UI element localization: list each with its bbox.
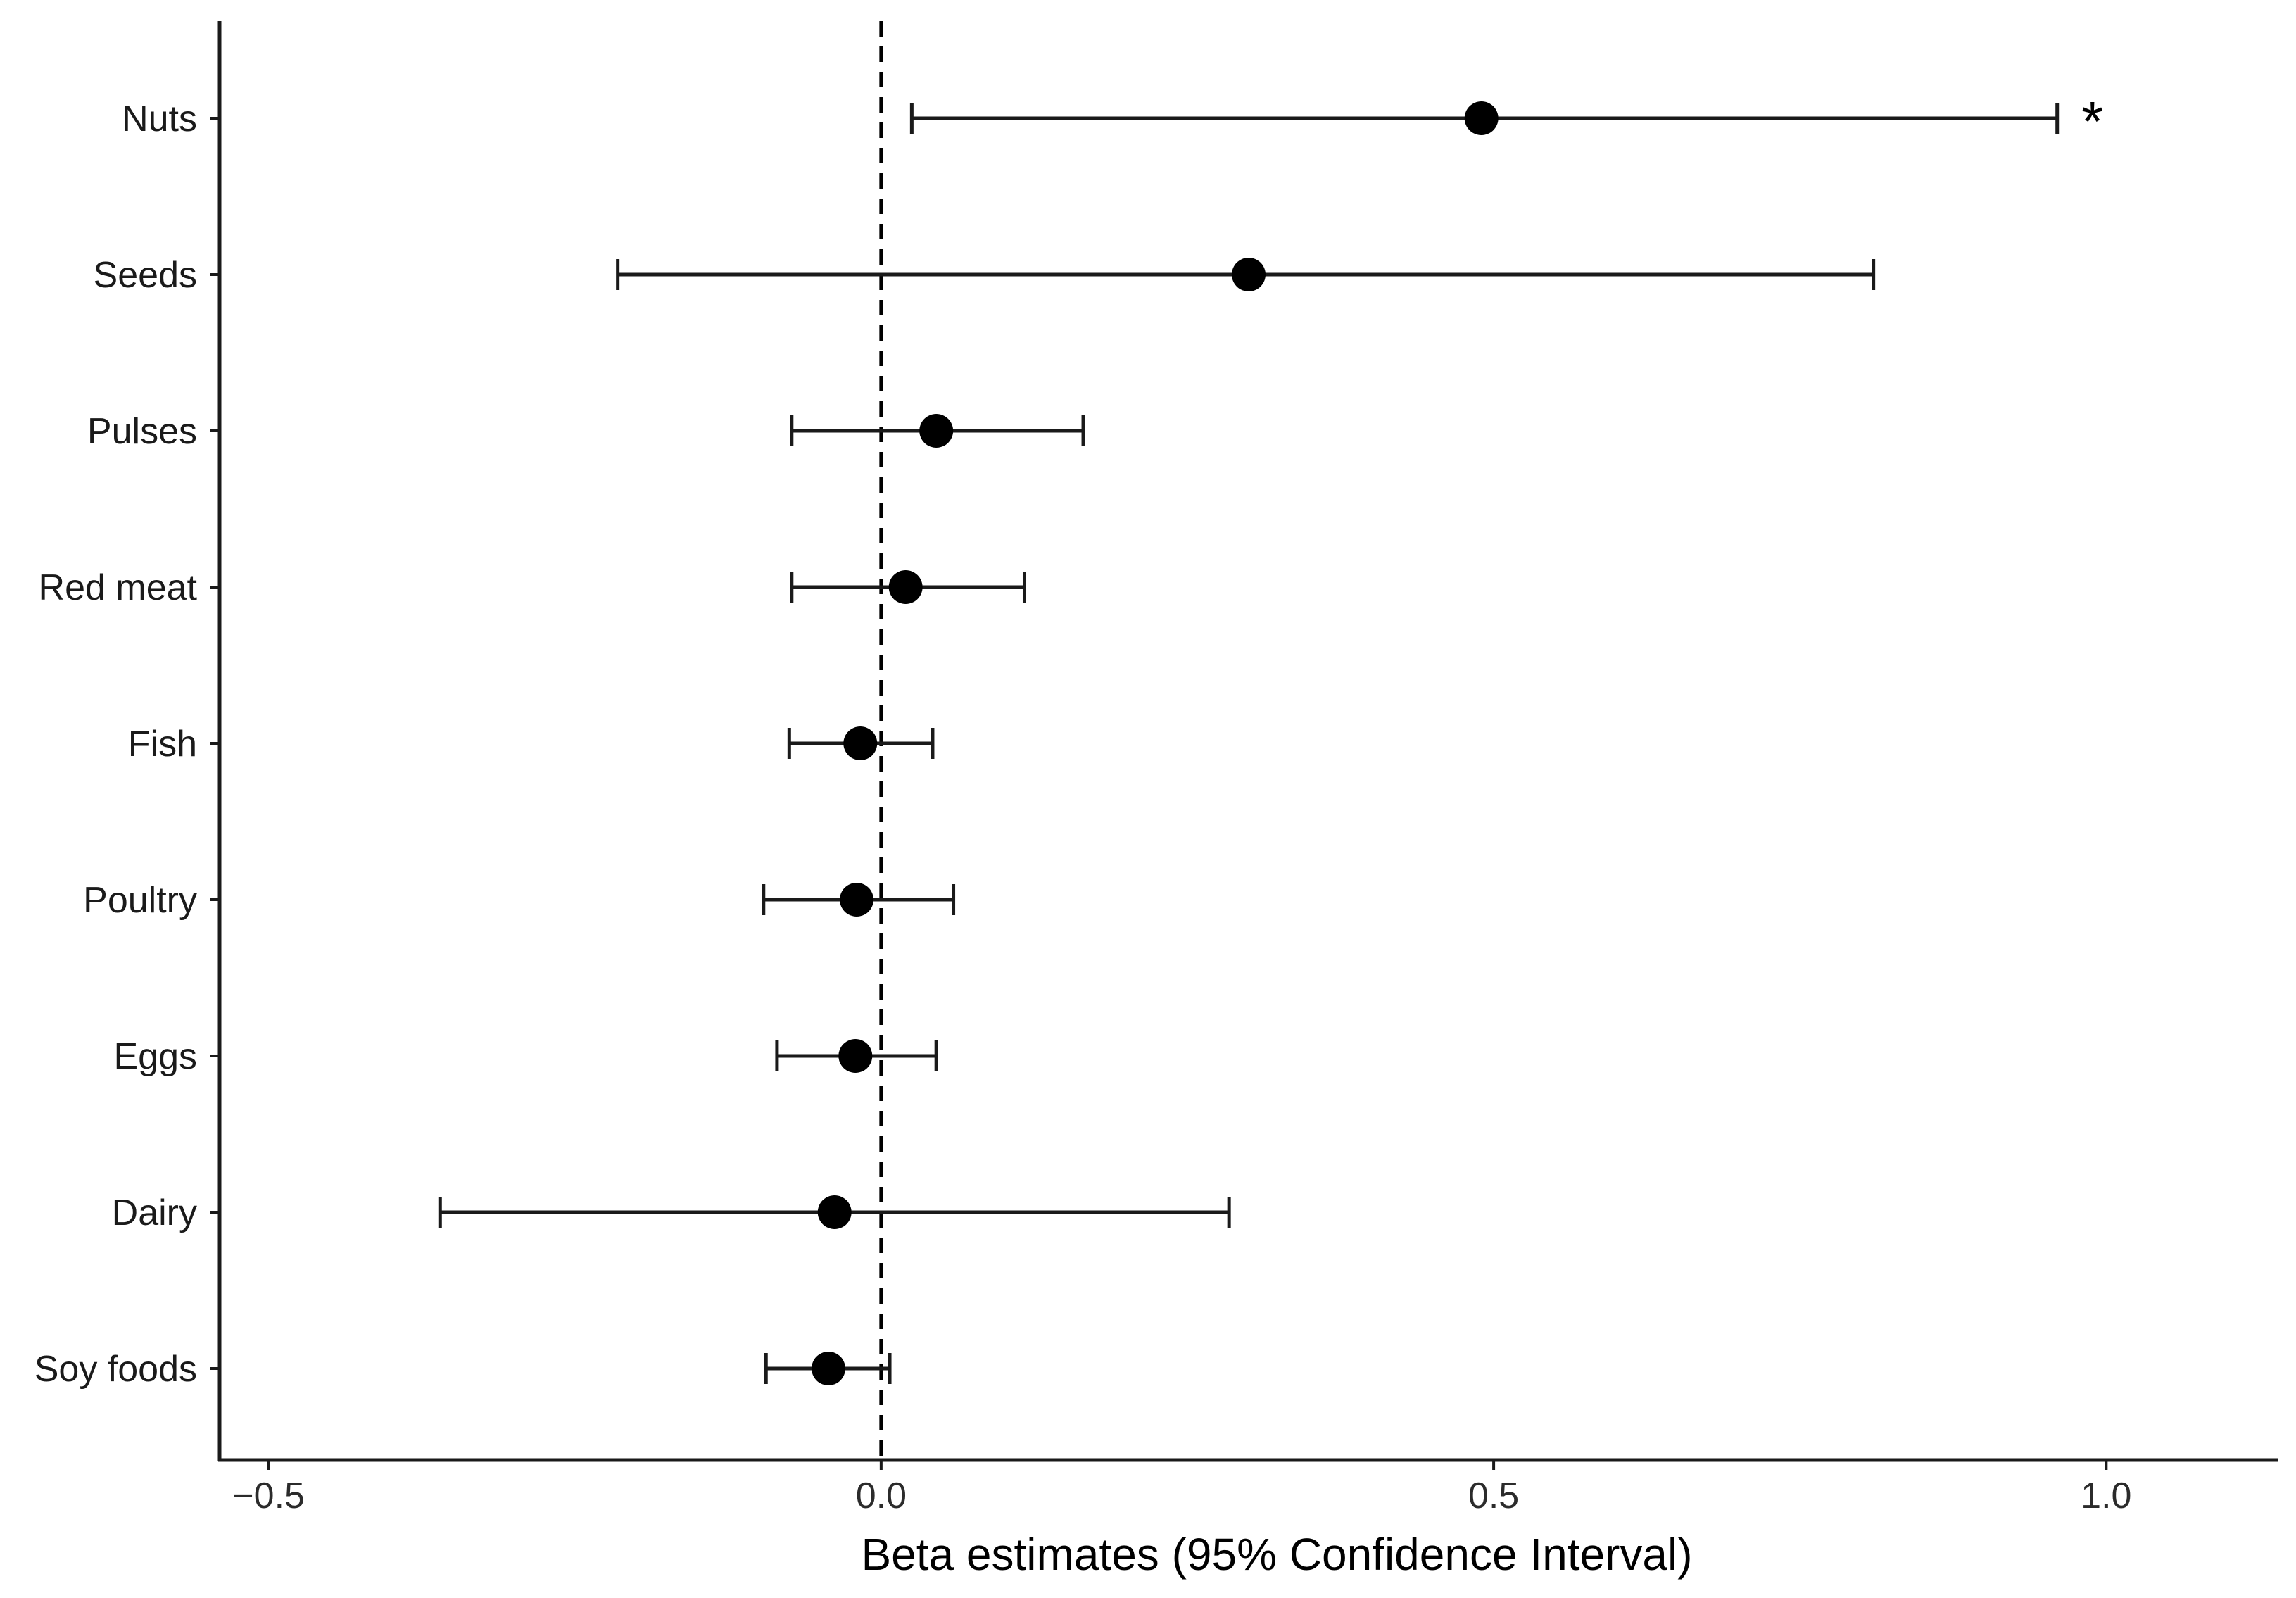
axes: −0.5 0.0 0.5 1.0 <box>210 21 2278 1516</box>
estimates-group <box>438 101 2060 1385</box>
category-label: Red meat <box>39 567 198 608</box>
category-label: Seeds <box>94 255 197 296</box>
x-tick-label: 0.0 <box>856 1476 907 1516</box>
estimate-point <box>817 1195 852 1229</box>
category-label: Dairy <box>112 1193 197 1233</box>
estimate-point <box>838 1039 873 1073</box>
labels-group: Nuts Seeds Pulses Red meat Fish Poultry Eggs Da… <box>34 90 2104 1390</box>
estimate-point <box>1232 258 1266 291</box>
category-label: Nuts <box>122 99 197 139</box>
estimate-point <box>812 1352 846 1385</box>
category-label: Eggs <box>113 1036 197 1077</box>
estimate-point <box>1464 101 1499 135</box>
estimate-point <box>840 883 874 917</box>
x-tick-label: 0.5 <box>1468 1476 1519 1516</box>
x-tick-label: 1.0 <box>2081 1476 2131 1516</box>
category-label: Poultry <box>83 880 197 921</box>
category-label: Pulses <box>87 411 197 452</box>
significance-marker: * <box>2081 90 2103 153</box>
estimate-point <box>843 726 878 760</box>
x-axis-title: Beta estimates (95% Confidence Interval) <box>861 1529 1692 1580</box>
x-tick-label: −0.5 <box>232 1476 305 1516</box>
category-label: Fish <box>128 724 197 765</box>
category-label: Soy foods <box>34 1349 197 1390</box>
estimate-point <box>919 414 954 448</box>
estimate-point <box>888 570 923 604</box>
